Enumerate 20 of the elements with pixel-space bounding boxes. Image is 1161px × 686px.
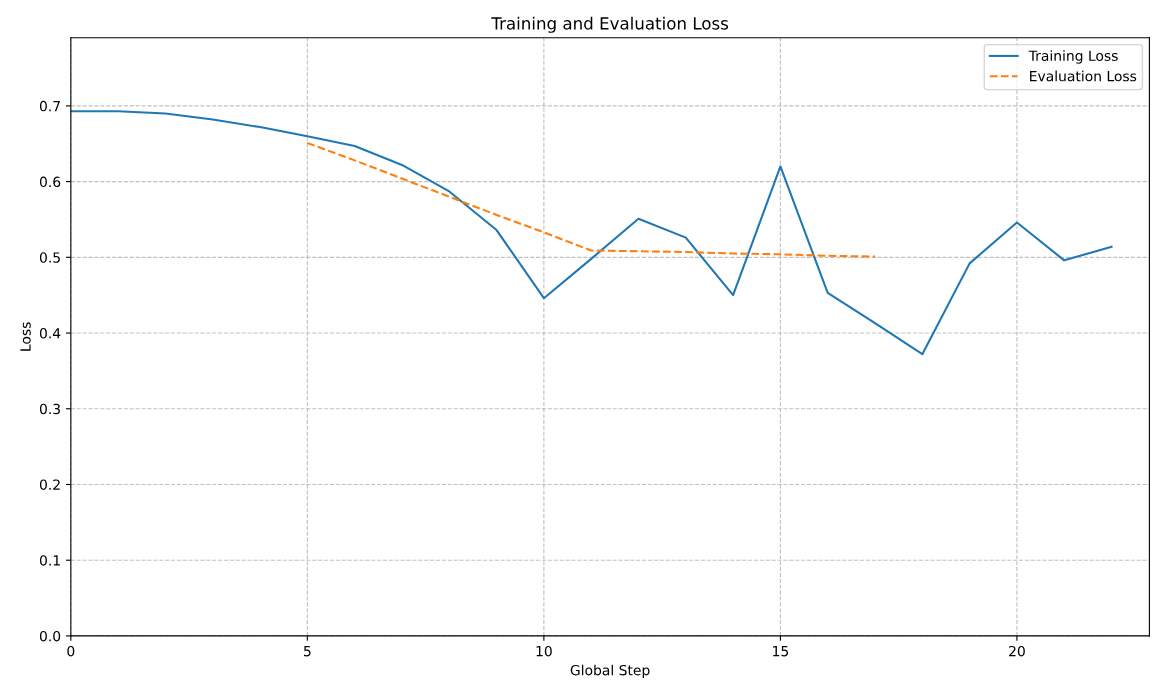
x-tick-label: 10: [536, 645, 552, 657]
y-tick-label: 0.4: [39, 328, 61, 339]
chart-title: Training and Evaluation Loss: [491, 16, 729, 33]
line-series: [306, 141, 877, 258]
line-series: [70, 110, 1113, 356]
x-tick-label: 15: [773, 646, 789, 657]
y-tick-label: 0.6: [39, 176, 61, 188]
x-tick-label: 5: [304, 646, 311, 657]
x-axis-title: Global Step: [570, 664, 650, 679]
y-tick-label: 0.7: [39, 100, 60, 112]
legend-label: Training Loss: [1028, 50, 1118, 64]
y-tick-label: 0.3: [39, 403, 60, 415]
y-tick-label: 0.1: [39, 555, 60, 566]
y-axis-title: Loss: [20, 322, 31, 351]
legend-label: Evaluation Loss: [1030, 70, 1137, 82]
y-tick-label: 0.2: [39, 479, 60, 490]
y-tick-label: 0.5: [39, 252, 60, 263]
y-tick-label: 0.0: [39, 630, 61, 642]
x-tick-label: 0: [67, 645, 75, 657]
x-tick-label: 20: [1009, 645, 1025, 657]
